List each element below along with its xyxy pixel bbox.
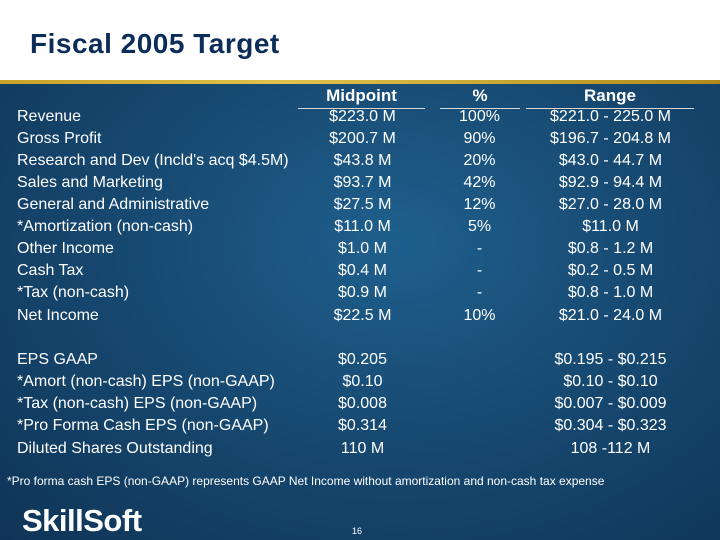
table-row: Cash Tax $0.4 M - $0.2 - 0.5 M [0,262,720,284]
column-header-underline [298,108,425,109]
row-range: $0.8 - 1.0 M [567,284,654,301]
row-range: $92.9 - 94.4 M [558,174,663,191]
title-bar: Fiscal 2005 Target [0,0,720,80]
row-midpoint: $43.8 M [333,152,392,169]
row-midpoint: $1.0 M [338,240,387,257]
row-label: Sales and Marketing [17,174,163,191]
row-midpoint: $11.0 M [334,218,391,235]
row-range: $11.0 M [582,218,639,235]
row-midpoint: $93.7 M [333,174,392,191]
column-header-percent-label: % [472,86,488,105]
row-range: $43.0 - 44.7 M [558,152,663,169]
row-label: *Amort (non-cash) EPS (non-GAAP) [17,373,275,390]
row-range: $0.10 - $0.10 [563,373,658,390]
row-percent: 90% [463,130,496,147]
row-label: Net Income [17,307,99,324]
column-header-midpoint-label: Midpoint [326,86,397,105]
row-midpoint: $27.5 M [333,196,392,213]
table-row: *Pro Forma Cash EPS (non-GAAP) $0.314 $0… [0,417,720,439]
slide-title: Fiscal 2005 Target [30,28,280,59]
row-midpoint: $223.0 M [329,108,396,125]
table-row: EPS GAAP $0.205 $0.195 - $0.215 [0,351,720,373]
row-percent: 5% [467,218,492,235]
row-percent: 10% [463,307,496,324]
column-header-range: Range [526,86,694,109]
skillsoft-logo: SkillSoft [22,503,142,538]
row-midpoint: $200.7 M [329,130,396,147]
row-percent: 42% [463,174,496,191]
table-row: Other Income $1.0 M - $0.8 - 1.2 M [0,240,720,262]
column-header-range-label: Range [584,86,636,105]
row-range: $0.007 - $0.009 [554,395,667,412]
row-label: Other Income [17,240,114,257]
table-row: Sales and Marketing $93.7 M 42% $92.9 - … [0,174,720,196]
table-row: General and Administrative $27.5 M 12% $… [0,196,720,218]
row-label: *Tax (non-cash) [17,284,130,301]
column-header-percent: % [440,86,520,109]
row-range: $0.304 - $0.323 [554,417,667,434]
table-row: Gross Profit $200.7 M 90% $196.7 - 204.8… [0,130,720,152]
row-percent: 12% [463,196,496,213]
row-midpoint: 110 M [340,440,385,457]
table-row: *Tax (non-cash) EPS (non-GAAP) $0.008 $0… [0,395,720,417]
row-label: EPS GAAP [17,351,98,368]
row-label: *Pro Forma Cash EPS (non-GAAP) [17,417,269,434]
row-midpoint: $0.205 [338,351,387,368]
row-range: $0.2 - 0.5 M [567,262,654,279]
row-midpoint: $22.5 M [333,307,392,324]
row-label: General and Administrative [17,196,210,213]
row-range: $196.7 - 204.8 M [550,130,671,147]
row-midpoint: $0.9 M [338,284,387,301]
row-label: Research and Dev (Incld's acq $4.5M) [17,152,289,169]
row-midpoint: $0.10 [342,373,383,390]
table-row: Diluted Shares Outstanding 110 M 108 -11… [0,440,720,462]
row-label: Revenue [17,108,82,125]
row-midpoint: $0.4 M [338,262,387,279]
row-range: 108 -112 M [570,440,651,457]
row-label: *Tax (non-cash) EPS (non-GAAP) [17,395,258,412]
column-header-underline [440,108,520,109]
row-range: $0.8 - 1.2 M [567,240,654,257]
row-percent: 20% [463,152,496,169]
row-percent: - [476,284,483,301]
row-label: Diluted Shares Outstanding [17,440,213,457]
page-number: 16 [352,526,363,536]
table-row: Net Income $22.5 M 10% $21.0 - 24.0 M [0,307,720,329]
row-label: Cash Tax [17,262,84,279]
table-row: *Amort (non-cash) EPS (non-GAAP) $0.10 $… [0,373,720,395]
row-range: $21.0 - 24.0 M [558,307,663,324]
column-header-midpoint: Midpoint [298,86,425,109]
table-row: Revenue $223.0 M 100% $221.0 - 225.0 M [0,108,720,130]
row-label: Gross Profit [17,130,102,147]
row-range: $27.0 - 28.0 M [558,196,663,213]
row-percent: - [476,240,483,257]
row-range: $221.0 - 225.0 M [550,108,671,125]
table-row: *Amortization (non-cash) $11.0 M 5% $11.… [0,218,720,240]
row-percent: - [476,262,483,279]
row-percent: 100% [459,108,500,125]
footnote: *Pro forma cash EPS (non-GAAP) represent… [7,474,605,488]
table-row: Research and Dev (Incld's acq $4.5M) $43… [0,152,720,174]
row-midpoint: $0.314 [338,417,387,434]
table-row: *Tax (non-cash) $0.9 M - $0.8 - 1.0 M [0,284,720,306]
column-header-underline [526,108,694,109]
row-midpoint: $0.008 [338,395,387,412]
row-label: *Amortization (non-cash) [17,218,194,235]
row-range: $0.195 - $0.215 [554,351,667,368]
title-divider [0,80,720,84]
